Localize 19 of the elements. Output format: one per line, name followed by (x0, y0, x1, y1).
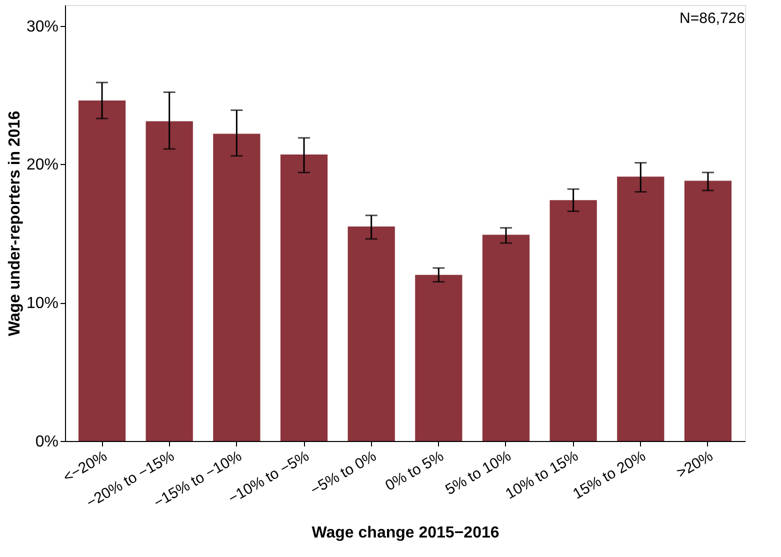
y-tick-label: 30% (26, 18, 58, 36)
y-tick-label: 0% (35, 434, 58, 450)
bar (550, 200, 597, 441)
bar (617, 176, 664, 441)
x-axis-title: Wage change 2015−2016 (312, 524, 500, 542)
bar (415, 274, 462, 441)
x-tick-label: −5% to 0% (308, 448, 380, 499)
bar (213, 134, 260, 441)
y-axis-title: Wage under-reporters in 2016 (6, 110, 24, 336)
bar (146, 121, 193, 441)
y-tick-label: 10% (26, 295, 58, 312)
bar (78, 100, 126, 441)
bar (684, 180, 732, 441)
x-tick-label: >20% (674, 448, 716, 482)
bar (348, 226, 395, 441)
bar (280, 154, 328, 441)
annotation: N=86,726 (680, 10, 745, 27)
y-tick-label: 20% (26, 156, 58, 174)
bar (482, 234, 530, 441)
